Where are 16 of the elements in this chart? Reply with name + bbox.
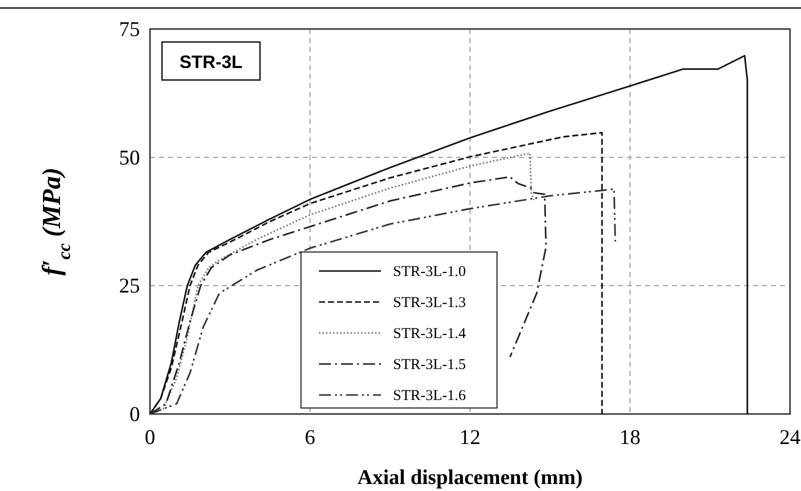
x-tick-label: 0 xyxy=(144,425,156,449)
annotation: STR-3L xyxy=(180,52,243,72)
y-tick-label: 25 xyxy=(119,274,140,298)
legend-label: STR-3L-1.4 xyxy=(393,326,466,342)
legend-label: STR-3L-1.3 xyxy=(393,295,466,311)
y-tick-label: 75 xyxy=(119,17,140,41)
y-tick-label: 50 xyxy=(119,145,140,170)
x-tick-label: 6 xyxy=(304,425,316,449)
legend-label: STR-3L-1.5 xyxy=(393,357,466,373)
x-tick-label: 24 xyxy=(780,425,801,449)
x-tick-label: 18 xyxy=(620,425,640,449)
y-tick-label: 0 xyxy=(130,402,140,426)
legend-label: STR-3L-1.0 xyxy=(393,264,466,280)
legend-label: STR-3L-1.6 xyxy=(393,388,466,404)
x-axis-title: Axial displacement (mm) xyxy=(357,465,583,489)
x-tick-label: 12 xyxy=(460,425,480,449)
